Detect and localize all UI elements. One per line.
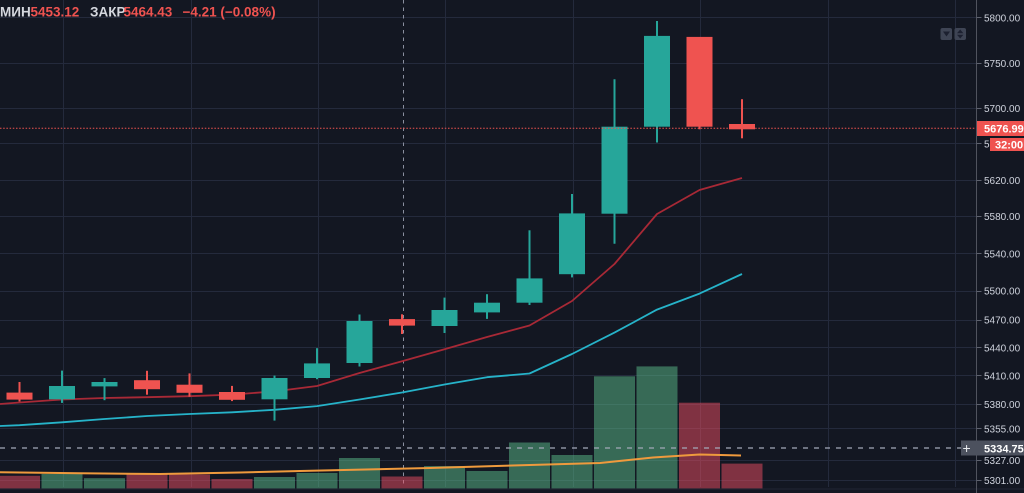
svg-text:5380.00: 5380.00 [984,400,1021,411]
svg-text:5750.00: 5750.00 [984,59,1021,70]
svg-text:32:00: 32:00 [995,140,1023,152]
svg-text:5700.00: 5700.00 [984,104,1021,115]
svg-text:5676.99: 5676.99 [984,124,1024,136]
svg-text:ЗАКР: ЗАКР [90,5,125,20]
svg-text:МИН: МИН [0,5,31,20]
svg-text:5500.00: 5500.00 [984,287,1021,298]
svg-text:5440.00: 5440.00 [984,344,1021,355]
svg-text:+: + [963,440,971,456]
svg-text:5464.43: 5464.43 [124,5,173,20]
svg-text:5327.00: 5327.00 [984,456,1021,467]
svg-text:5470.00: 5470.00 [984,316,1021,327]
svg-text:5453.12: 5453.12 [31,5,80,20]
svg-text:5355.00: 5355.00 [984,425,1021,436]
svg-text:−4.21 (−0.08%): −4.21 (−0.08%) [183,5,276,20]
svg-text:5580.00: 5580.00 [984,212,1021,223]
svg-text:5334.75: 5334.75 [984,444,1024,456]
svg-text:5540.00: 5540.00 [984,250,1021,261]
svg-text:5620.00: 5620.00 [984,176,1021,187]
svg-text:5410.00: 5410.00 [984,372,1021,383]
svg-text:5800.00: 5800.00 [984,14,1021,25]
svg-text:5301.00: 5301.00 [984,476,1021,487]
